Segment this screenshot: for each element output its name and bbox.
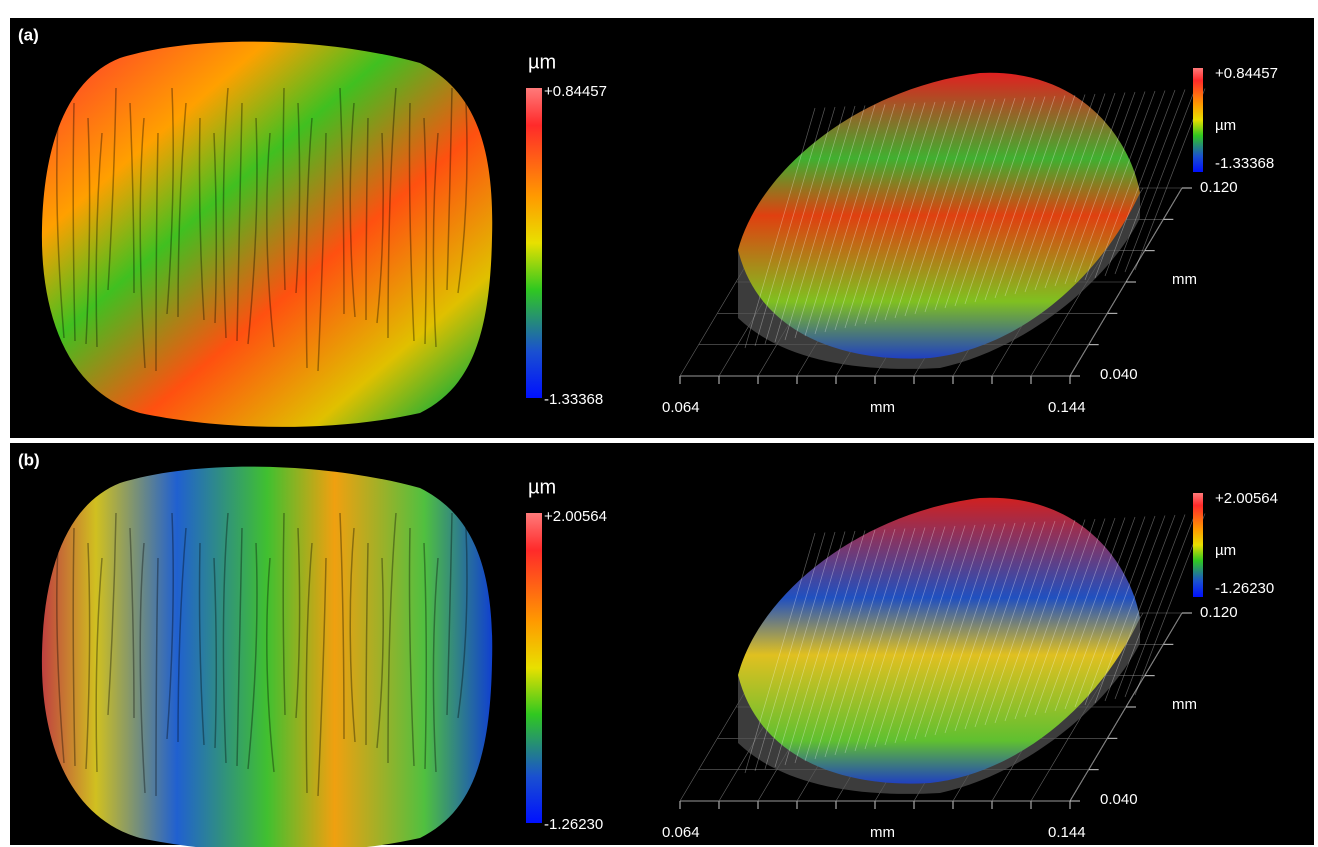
- panel-label: (b): [18, 450, 40, 469]
- x-axis-end: 0.144: [1048, 824, 1086, 841]
- figure: (a) µm +0.84457 -1.33368 0.064 mm 0.144 0.040 mm…: [0, 0, 1318, 847]
- colorbar-unit: µm: [528, 476, 556, 498]
- colorbar-unit: µm: [1215, 542, 1236, 559]
- colorbar-min: -1.26230: [544, 816, 603, 833]
- colorbar-max: +2.00564: [1215, 490, 1278, 507]
- colorbar-unit: µm: [528, 51, 556, 73]
- x-axis-label: mm: [870, 824, 895, 841]
- colorbar-max: +0.84457: [1215, 65, 1278, 82]
- x-axis-start: 0.064: [662, 824, 700, 841]
- colorbar-max: +2.00564: [544, 508, 607, 525]
- colorbar-min: -1.33368: [544, 391, 603, 408]
- colorbar-min: -1.33368: [1215, 155, 1274, 172]
- colorbar-max: +0.84457: [544, 83, 607, 100]
- panel-label: (a): [18, 25, 39, 44]
- colorbar-min: -1.26230: [1215, 580, 1274, 597]
- colorbar: [1193, 493, 1203, 597]
- x-axis-end: 0.144: [1048, 399, 1086, 416]
- x-axis-label: mm: [870, 399, 895, 416]
- colorbar: [526, 88, 542, 398]
- y-axis-end: 0.120: [1200, 179, 1238, 196]
- x-axis-start: 0.064: [662, 399, 700, 416]
- y-axis-end: 0.120: [1200, 604, 1238, 621]
- y-axis-label: mm: [1172, 696, 1197, 713]
- colorbar-unit: µm: [1215, 117, 1236, 134]
- y-axis-label: mm: [1172, 271, 1197, 288]
- colorbar: [526, 513, 542, 823]
- colorbar: [1193, 68, 1203, 172]
- y-axis-start: 0.040: [1100, 791, 1138, 808]
- y-axis-start: 0.040: [1100, 366, 1138, 383]
